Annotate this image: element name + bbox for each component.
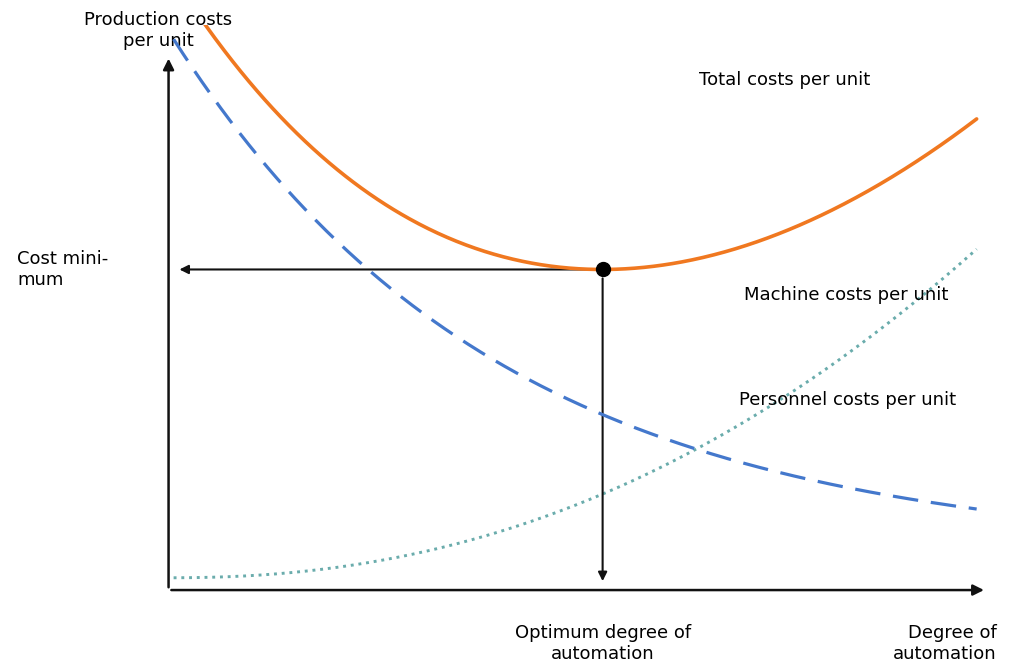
Text: Production costs
per unit: Production costs per unit	[84, 11, 232, 50]
Text: Cost mini-
mum: Cost mini- mum	[17, 250, 109, 289]
Text: Degree of
automation: Degree of automation	[893, 624, 996, 663]
Text: Total costs per unit: Total costs per unit	[698, 71, 870, 89]
Text: Personnel costs per unit: Personnel costs per unit	[739, 390, 956, 409]
Text: Optimum degree of
automation: Optimum degree of automation	[514, 624, 690, 663]
Text: Machine costs per unit: Machine costs per unit	[744, 286, 948, 304]
